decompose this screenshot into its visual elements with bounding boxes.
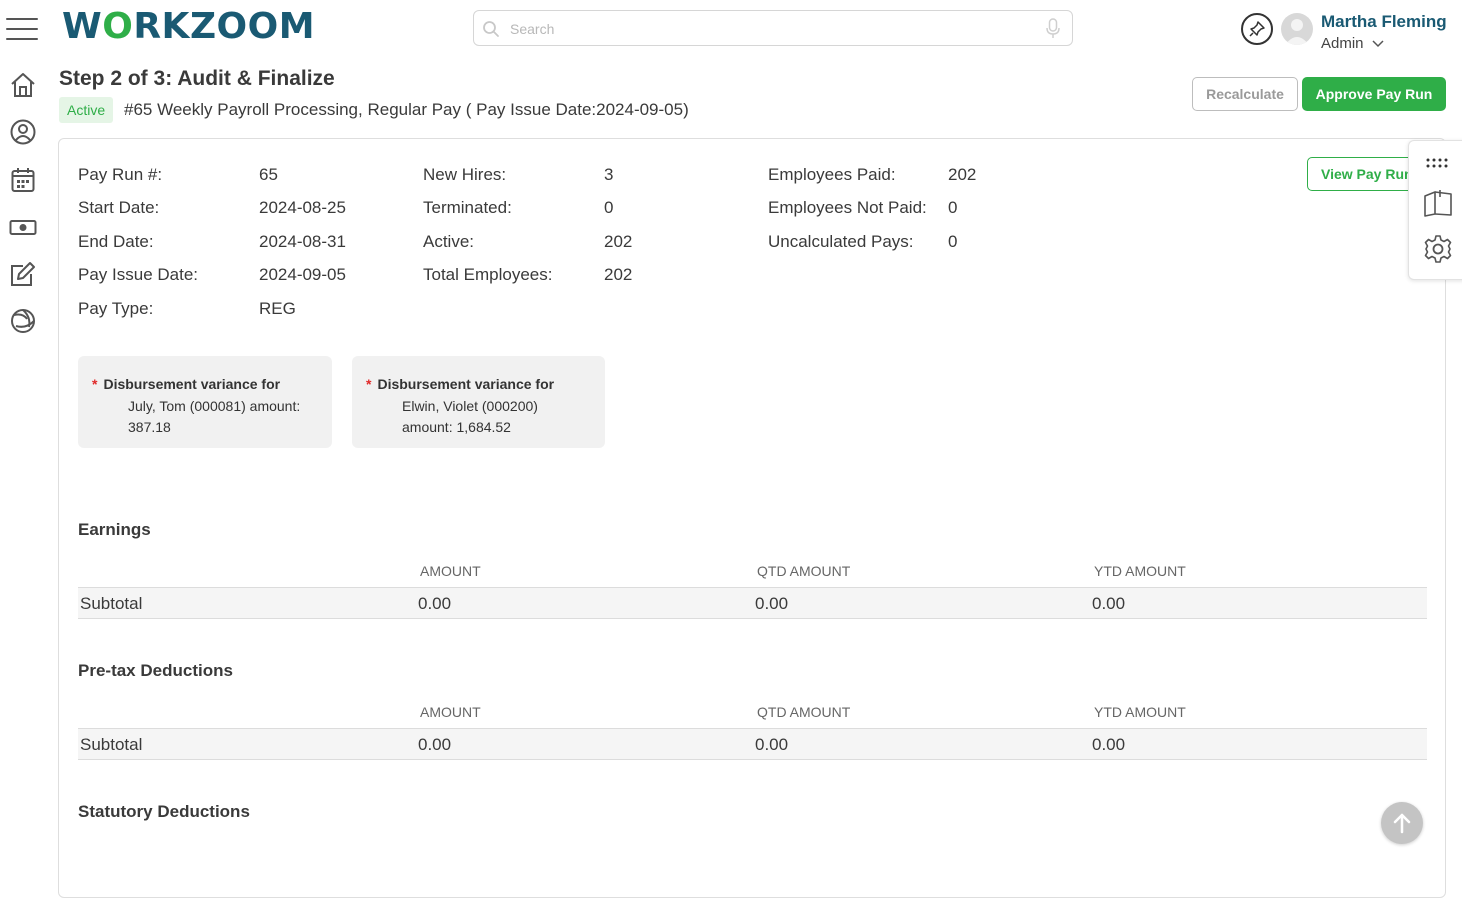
ytd-amount-cell: 0.00 <box>1092 735 1126 754</box>
summary-label: Active: <box>423 232 475 251</box>
variance-amount: amount: 1,684.52 <box>402 419 511 435</box>
home-icon[interactable] <box>8 70 38 100</box>
pay-run-card <box>58 138 1446 898</box>
apps-grid-icon[interactable] <box>1423 149 1453 179</box>
microphone-icon[interactable] <box>1046 18 1060 40</box>
summary-label: Pay Issue Date: <box>78 265 199 284</box>
workzoom-logo[interactable]: WORKZOOM <box>62 6 316 47</box>
summary-value: REG <box>259 299 296 318</box>
variance-detail: July, Tom (000081) amount: <box>128 397 301 414</box>
avatar-icon <box>1285 19 1309 45</box>
summary-value: 0 <box>948 232 958 251</box>
search-box[interactable] <box>473 10 1073 46</box>
search-input[interactable] <box>508 17 1032 41</box>
summary-label: End Date: <box>78 232 154 251</box>
recalculate-button[interactable]: Recalculate <box>1192 77 1298 111</box>
summary-value: 202 <box>604 232 633 251</box>
aperture-icon[interactable] <box>8 306 38 336</box>
summary-value: 3 <box>604 165 614 184</box>
pin-icon <box>1249 21 1265 37</box>
user-circle-icon[interactable] <box>8 117 38 147</box>
chevron-down-icon <box>1372 35 1384 52</box>
status-badge: Active <box>59 97 114 123</box>
summary-label: Total Employees: <box>423 265 553 284</box>
ytd-amount-cell: 0.00 <box>1092 594 1126 613</box>
summary-value: 2024-08-25 <box>259 198 346 217</box>
arrow-up-icon <box>1393 813 1411 834</box>
view-pay-run-button[interactable]: View Pay Run <box>1307 157 1427 191</box>
variance-detail: Elwin, Violet (000200) <box>402 397 538 414</box>
money-icon[interactable] <box>8 212 38 242</box>
column-header: YTD AMOUNT <box>1094 704 1186 720</box>
approve-pay-run-button[interactable]: Approve Pay Run <box>1302 77 1446 111</box>
summary-value: 65 <box>259 165 278 184</box>
page-title: Step 2 of 3: Audit & Finalize <box>59 67 335 90</box>
variance-heading: Disbursement variance for <box>103 376 281 392</box>
gear-icon[interactable] <box>1423 234 1453 264</box>
variance-alert: * Disbursement variance for July, Tom (00… <box>78 356 332 448</box>
pay-run-subtitle: #65 Weekly Payroll Processing, Regular P… <box>124 100 689 119</box>
variance-heading: Disbursement variance for <box>377 376 555 392</box>
pin-button[interactable] <box>1241 13 1273 45</box>
summary-value: 2024-09-05 <box>259 265 346 284</box>
qtd-amount-cell: 0.00 <box>755 594 789 613</box>
summary-value: 202 <box>948 165 977 184</box>
summary-label: Terminated: <box>423 198 512 217</box>
column-header: YTD AMOUNT <box>1094 563 1186 579</box>
summary-label: Employees Paid: <box>768 165 896 184</box>
summary-label: Pay Type: <box>78 299 154 318</box>
summary-label: Uncalculated Pays: <box>768 232 914 251</box>
summary-label: Start Date: <box>78 198 160 217</box>
variance-alert: * Disbursement variance for Elwin, Violet… <box>352 356 605 448</box>
notes-icon[interactable] <box>1423 188 1453 218</box>
summary-value: 202 <box>604 265 633 284</box>
menu-icon[interactable] <box>6 18 38 40</box>
required-star: * <box>366 376 372 392</box>
statutory-deductions-title: Statutory Deductions <box>78 802 250 821</box>
summary-value: 0 <box>604 198 614 217</box>
edit-icon[interactable] <box>8 259 38 289</box>
scroll-to-top-button[interactable] <box>1381 802 1423 844</box>
table-row: Subtotal 0.00 0.00 0.00 <box>78 587 1427 619</box>
right-tool-panel <box>1408 140 1462 280</box>
summary-label: New Hires: <box>423 165 507 184</box>
earnings-title: Earnings <box>78 520 151 539</box>
amount-cell: 0.00 <box>418 594 452 613</box>
qtd-amount-cell: 0.00 <box>755 735 789 754</box>
avatar[interactable] <box>1281 13 1313 45</box>
pretax-deductions-title: Pre-tax Deductions <box>78 661 233 680</box>
variance-amount: 387.18 <box>128 419 171 435</box>
subtotal-label: Subtotal <box>80 735 143 754</box>
summary-value: 0 <box>948 198 958 217</box>
search-icon <box>483 21 499 37</box>
summary-value: 2024-08-31 <box>259 232 346 251</box>
user-role: Admin <box>1321 35 1364 52</box>
column-header: QTD AMOUNT <box>757 704 851 720</box>
table-row: Subtotal 0.00 0.00 0.00 <box>78 728 1427 760</box>
summary-label: Pay Run #: <box>78 165 163 184</box>
user-role-dropdown[interactable]: Admin <box>1321 35 1384 52</box>
column-header: AMOUNT <box>420 563 481 579</box>
calendar-icon[interactable] <box>8 165 38 195</box>
summary-label: Employees Not Paid: <box>768 198 927 217</box>
column-header: AMOUNT <box>420 704 481 720</box>
subtotal-label: Subtotal <box>80 594 143 613</box>
amount-cell: 0.00 <box>418 735 452 754</box>
user-name[interactable]: Martha Fleming <box>1321 12 1447 31</box>
column-header: QTD AMOUNT <box>757 563 851 579</box>
required-star: * <box>92 376 98 392</box>
